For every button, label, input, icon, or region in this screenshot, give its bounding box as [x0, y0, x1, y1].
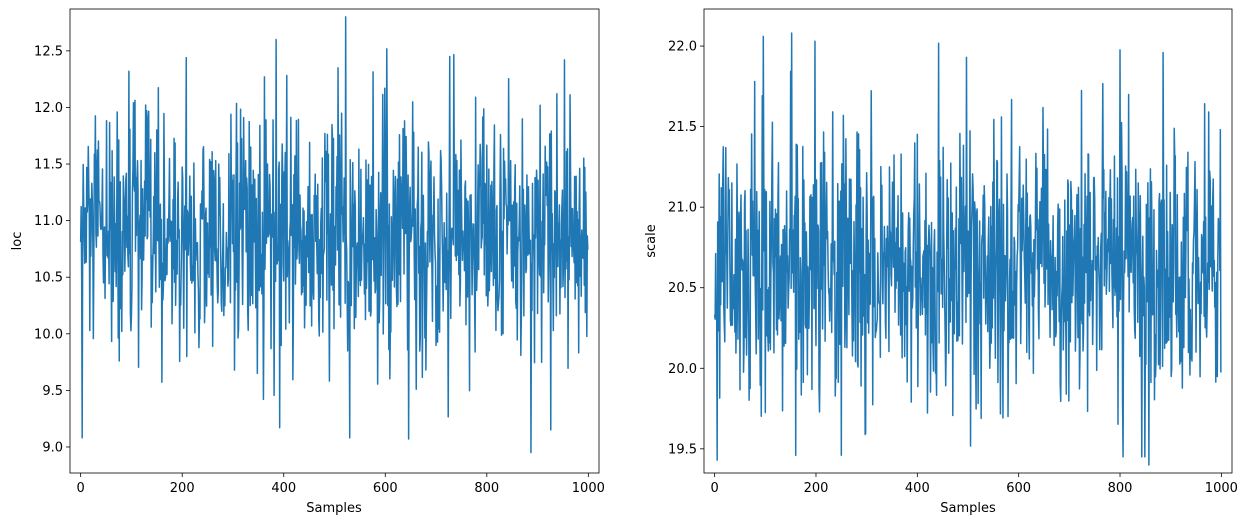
scale-axes-frame — [703, 8, 1233, 474]
loc-y-axis-label: loc — [10, 232, 25, 251]
loc-trace-line — [79, 16, 589, 454]
loc-x-tick-label: 600 — [373, 481, 398, 496]
scale-x-tick-label: 600 — [1006, 481, 1031, 496]
scale-x-tick-label: 400 — [905, 481, 930, 496]
loc-x-tick-label: 1000 — [572, 481, 605, 496]
loc-axes-frame — [69, 8, 600, 474]
scale-y-tick-label: 20.0 — [668, 362, 697, 377]
scale-y-tick-label: 21.5 — [668, 120, 697, 135]
loc-y-tick-label: 9.5 — [42, 384, 63, 399]
scale-y-tick-label: 19.5 — [668, 442, 697, 457]
loc-x-tick-label: 400 — [271, 481, 296, 496]
loc-trace-panel: Samples loc 0 200 400 600 800 1000 9.0 9.5 10.0 1… — [10, 8, 605, 516]
scale-x-tick-label: 0 — [711, 481, 719, 496]
loc-y-tick-label: 9.0 — [42, 440, 63, 455]
scale-x-tick-label: 800 — [1108, 481, 1133, 496]
loc-y-tick-label: 11.5 — [34, 158, 63, 173]
loc-x-tick-label: 0 — [77, 481, 85, 496]
loc-x-axis-label: Samples — [306, 501, 362, 516]
scale-y-axis-label: scale — [644, 224, 659, 258]
loc-y-tick-label: 12.0 — [34, 101, 63, 116]
loc-y-tick-label: 11.0 — [34, 214, 63, 229]
loc-y-tick-label: 10.0 — [34, 327, 63, 342]
scale-y-tick-label: 20.5 — [668, 281, 697, 296]
loc-x-tick-label: 200 — [170, 481, 195, 496]
scale-x-tick-label: 1000 — [1205, 481, 1238, 496]
scale-trace-line — [713, 32, 1222, 466]
scale-y-tick-label: 22.0 — [668, 40, 697, 55]
loc-y-tick-label: 10.5 — [34, 271, 63, 286]
scale-x-axis-label: Samples — [940, 501, 996, 516]
scale-trace-panel: Samples scale 0 200 400 600 800 1000 19.5 20.0 2… — [644, 8, 1238, 516]
loc-y-tick-label: 12.5 — [34, 44, 63, 59]
loc-x-tick-label: 800 — [474, 481, 499, 496]
scale-x-tick-label: 200 — [804, 481, 829, 496]
scale-y-tick-label: 21.0 — [668, 201, 697, 216]
